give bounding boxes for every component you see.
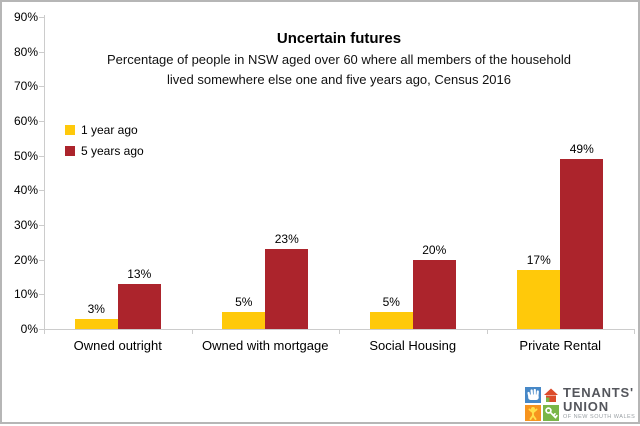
data-label: 13%: [118, 267, 161, 281]
data-label: 49%: [560, 142, 603, 156]
y-axis-label: 70%: [2, 79, 38, 93]
category-label-Owned-with-mortgage: Owned with mortgage: [192, 338, 340, 354]
y-axis-label: 80%: [2, 45, 38, 59]
legend-swatch: [65, 125, 75, 135]
bar-5-years-ago-Owned-outright: [118, 284, 161, 329]
y-axis-tick: [39, 260, 44, 261]
y-axis-label: 40%: [2, 183, 38, 197]
house-icon: [543, 387, 559, 403]
x-axis-tick: [192, 329, 193, 334]
y-axis-tick: [39, 121, 44, 122]
x-axis-tick: [487, 329, 488, 334]
data-label: 3%: [75, 302, 118, 316]
category-label-Owned-outright: Owned outright: [44, 338, 192, 354]
data-label: 5%: [222, 295, 265, 309]
y-axis-label: 20%: [2, 253, 38, 267]
category-label-Social-Housing: Social Housing: [339, 338, 487, 354]
legend-label: 1 year ago: [81, 123, 138, 137]
data-label: 20%: [413, 243, 456, 257]
data-label: 17%: [517, 253, 560, 267]
legend-item: 1 year ago: [65, 122, 138, 138]
bar-5-years-ago-Social-Housing: [413, 260, 456, 329]
chart-subtitle-line2: lived somewhere else one and five years …: [44, 72, 634, 87]
y-axis-label: 90%: [2, 10, 38, 24]
logo-grid-icon: [525, 384, 559, 424]
x-axis-tick: [44, 329, 45, 334]
y-axis-label: 50%: [2, 149, 38, 163]
y-axis-tick: [39, 156, 44, 157]
y-axis-line: [44, 15, 45, 329]
x-axis-tick: [339, 329, 340, 334]
chart-title: Uncertain futures: [44, 30, 634, 47]
y-axis-tick: [39, 52, 44, 53]
y-axis-label: 30%: [2, 218, 38, 232]
logo-text: TENANTS' UNION OF NEW SOUTH WALES: [563, 384, 635, 424]
y-axis-label: 60%: [2, 114, 38, 128]
bar-1-year-ago-Owned-outright: [75, 319, 118, 329]
x-axis-tick: [634, 329, 635, 334]
y-axis-label: 10%: [2, 287, 38, 301]
y-axis-tick: [39, 86, 44, 87]
bar-1-year-ago-Social-Housing: [370, 312, 413, 329]
logo-line-union: UNION: [563, 400, 635, 413]
tenants-union-logo: TENANTS' UNION OF NEW SOUTH WALES: [525, 384, 635, 424]
logo-line-tenants: TENANTS': [563, 386, 635, 399]
key-icon: [543, 405, 559, 421]
person-icon: [525, 405, 541, 421]
y-axis-tick: [39, 294, 44, 295]
bar-1-year-ago-Owned-with-mortgage: [222, 312, 265, 329]
category-label-Private-Rental: Private Rental: [487, 338, 635, 354]
hand-icon: [525, 387, 541, 403]
bar-1-year-ago-Private-Rental: [517, 270, 560, 329]
bar-5-years-ago-Private-Rental: [560, 159, 603, 329]
y-axis-tick: [39, 17, 44, 18]
legend-item: 5 years ago: [65, 143, 144, 159]
y-axis-tick: [39, 225, 44, 226]
chart-subtitle-line1: Percentage of people in NSW aged over 60…: [44, 52, 634, 67]
legend-label: 5 years ago: [81, 144, 144, 158]
y-axis-label: 0%: [2, 322, 38, 336]
data-label: 5%: [370, 295, 413, 309]
data-label: 23%: [265, 232, 308, 246]
y-axis-tick: [39, 190, 44, 191]
bar-5-years-ago-Owned-with-mortgage: [265, 249, 308, 329]
legend-swatch: [65, 146, 75, 156]
logo-line-of-nsw: OF NEW SOUTH WALES: [563, 414, 635, 421]
